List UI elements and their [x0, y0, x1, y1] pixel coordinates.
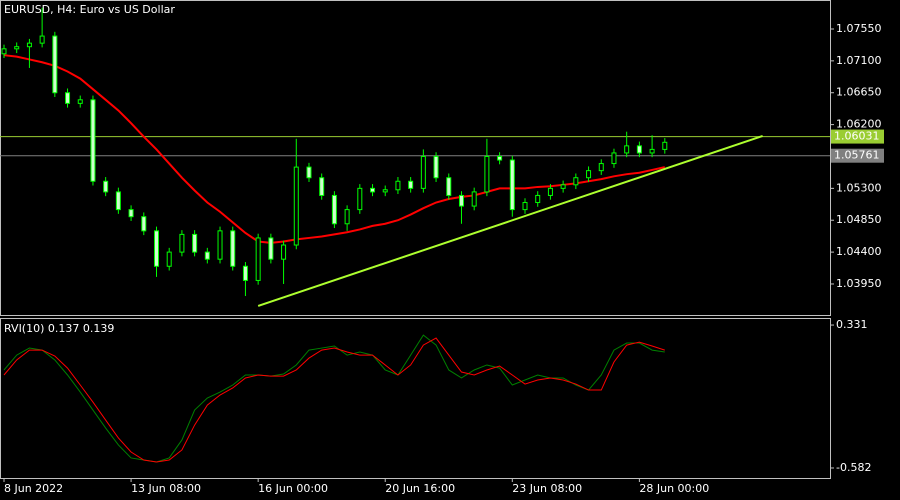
candle-body [408, 180, 414, 189]
y-tick-label: 1.07100 [836, 54, 882, 67]
candle-body [331, 194, 337, 225]
candle-body [433, 155, 439, 179]
candle-body [217, 230, 223, 260]
candle-body [573, 177, 579, 186]
candle-body [446, 177, 452, 196]
candle-body [128, 209, 134, 218]
candle-body [39, 35, 45, 44]
candle-body [547, 187, 553, 196]
y-tick-label: 1.03950 [836, 277, 882, 290]
y-tick-label: 1.04850 [836, 213, 882, 226]
y-tick-label: 1.06650 [836, 86, 882, 99]
candle-body [65, 92, 71, 104]
candle-body [598, 163, 604, 172]
candle-body [115, 191, 121, 211]
y-tick-label: 1.04400 [836, 245, 882, 258]
candle-body [179, 233, 185, 253]
candle-body [357, 187, 363, 211]
candle-body [293, 166, 299, 246]
candle-body [319, 177, 325, 196]
candle-body [420, 155, 426, 189]
candle-body [484, 155, 490, 193]
candle-body [497, 155, 503, 161]
x-tick-label: 8 Jun 2022 [4, 482, 63, 495]
candle-body [535, 194, 541, 204]
candle-body [306, 166, 312, 179]
rvi-panel [0, 318, 831, 479]
candle-body [242, 265, 248, 281]
x-tick-label: 16 Jun 00:00 [258, 482, 328, 495]
price-level-box [831, 129, 884, 144]
y-tick-label: 0.331 [836, 318, 868, 331]
candle-body [611, 152, 617, 165]
candle-body [14, 46, 20, 50]
candle-body [204, 251, 210, 260]
candle-body [166, 251, 172, 267]
candle-body [370, 187, 376, 193]
candle-body [52, 35, 58, 94]
candle-body [268, 237, 274, 260]
price-panel [0, 0, 831, 316]
indicator-line [3, 337, 665, 463]
candle-body [522, 202, 528, 211]
candle-body [586, 170, 592, 179]
candle-body [662, 141, 668, 150]
x-tick-label: 13 Jun 08:00 [131, 482, 201, 495]
candle-body [153, 230, 159, 267]
candle-body [624, 145, 630, 154]
candle-body [382, 189, 388, 193]
y-tick-label: 1.07550 [836, 22, 882, 35]
price-level-box [831, 148, 884, 163]
indicator-line [3, 334, 665, 463]
candle-body [649, 148, 655, 154]
candle-body [509, 159, 515, 211]
x-tick-label: 28 Jun 00:00 [639, 482, 709, 495]
x-tick-label: 23 Jun 08:00 [512, 482, 582, 495]
candle-body [281, 244, 287, 260]
chart-title: EURUSD, H4: Euro vs US Dollar [4, 3, 175, 16]
candle-body [344, 209, 350, 225]
candle-body [230, 230, 236, 267]
candle-body [560, 184, 566, 189]
y-tick-label: -0.582 [836, 461, 871, 474]
candle-body [90, 99, 96, 182]
candle-body [1, 48, 7, 55]
trendline [257, 134, 763, 307]
y-tick-label: 1.06200 [836, 118, 882, 131]
candle-body [192, 233, 198, 253]
price-level-label: 1.06031 [834, 130, 880, 143]
moving-average [3, 54, 666, 244]
candle-body [458, 194, 464, 207]
y-tick-label: 1.05300 [836, 181, 882, 194]
candle-body [471, 191, 477, 207]
candle-body [395, 180, 401, 191]
candle-body [103, 180, 109, 193]
candle-body [26, 42, 32, 48]
x-tick-label: 20 Jun 16:00 [385, 482, 455, 495]
indicator-title: RVI(10) 0.137 0.139 [4, 322, 114, 335]
candle-body [255, 237, 261, 281]
candle-body [77, 99, 83, 104]
candle-body [141, 216, 147, 232]
candle-body [636, 145, 642, 154]
price-level-label: 1.05761 [834, 149, 880, 162]
